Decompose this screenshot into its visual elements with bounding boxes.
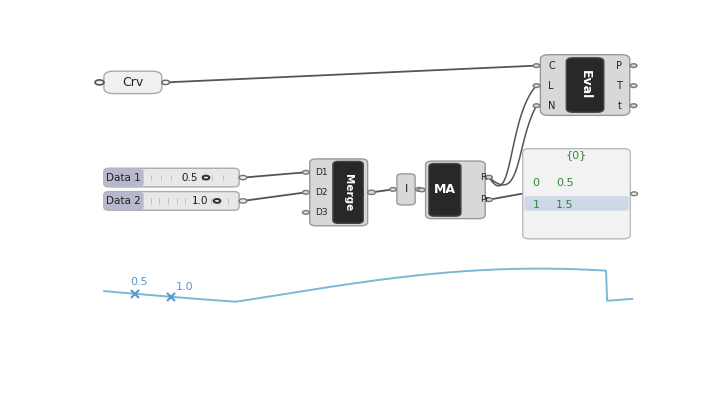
Text: Merge: Merge [343, 174, 353, 211]
FancyBboxPatch shape [104, 168, 144, 187]
Circle shape [95, 80, 104, 85]
Circle shape [533, 84, 540, 88]
Text: D1: D1 [315, 168, 328, 177]
Text: t: t [618, 101, 622, 111]
Text: MA: MA [434, 183, 456, 196]
Text: Pr: Pr [480, 195, 488, 204]
FancyBboxPatch shape [540, 55, 629, 116]
Text: Crv: Crv [122, 76, 144, 89]
Text: 0.5: 0.5 [181, 173, 198, 183]
Circle shape [389, 187, 397, 191]
Circle shape [214, 199, 220, 203]
Text: 0.5: 0.5 [130, 277, 148, 287]
Text: Data 1: Data 1 [106, 173, 141, 183]
Circle shape [203, 176, 209, 179]
Text: T: T [616, 81, 622, 90]
FancyBboxPatch shape [523, 149, 630, 239]
FancyBboxPatch shape [397, 174, 415, 205]
Text: I: I [404, 184, 408, 194]
Text: N: N [548, 101, 555, 111]
Circle shape [239, 175, 247, 180]
Circle shape [303, 191, 309, 194]
Circle shape [486, 175, 493, 179]
Circle shape [419, 188, 425, 192]
FancyBboxPatch shape [310, 159, 367, 226]
FancyBboxPatch shape [333, 162, 363, 223]
FancyBboxPatch shape [104, 71, 162, 94]
Text: L: L [548, 81, 554, 90]
Circle shape [367, 190, 375, 195]
Text: 0: 0 [533, 178, 540, 188]
Text: R: R [357, 188, 363, 197]
Text: D3: D3 [315, 208, 328, 217]
Circle shape [162, 80, 169, 84]
Circle shape [416, 187, 422, 191]
Circle shape [303, 170, 309, 174]
FancyBboxPatch shape [429, 164, 461, 216]
Text: Eval: Eval [579, 70, 592, 100]
Text: P: P [616, 61, 622, 71]
FancyBboxPatch shape [104, 168, 239, 187]
Circle shape [533, 104, 540, 107]
Text: {0}: {0} [566, 151, 587, 160]
Circle shape [303, 210, 309, 214]
Text: 0.5: 0.5 [556, 178, 573, 188]
Circle shape [631, 192, 637, 196]
Circle shape [533, 64, 540, 67]
Text: R: R [480, 173, 486, 182]
Circle shape [630, 104, 637, 107]
Text: D2: D2 [315, 188, 328, 197]
Text: 1.0: 1.0 [176, 282, 194, 292]
FancyBboxPatch shape [104, 191, 239, 210]
Text: Data 2: Data 2 [106, 196, 141, 206]
FancyBboxPatch shape [524, 196, 629, 211]
Text: C: C [548, 61, 555, 71]
Text: 1: 1 [533, 200, 540, 210]
Text: 1.5: 1.5 [556, 200, 573, 210]
FancyBboxPatch shape [566, 58, 604, 112]
Circle shape [630, 84, 637, 88]
Circle shape [630, 64, 637, 67]
FancyBboxPatch shape [104, 191, 144, 210]
Text: 1.0: 1.0 [192, 196, 209, 206]
FancyBboxPatch shape [426, 161, 485, 219]
Circle shape [239, 199, 247, 203]
Circle shape [486, 198, 493, 202]
